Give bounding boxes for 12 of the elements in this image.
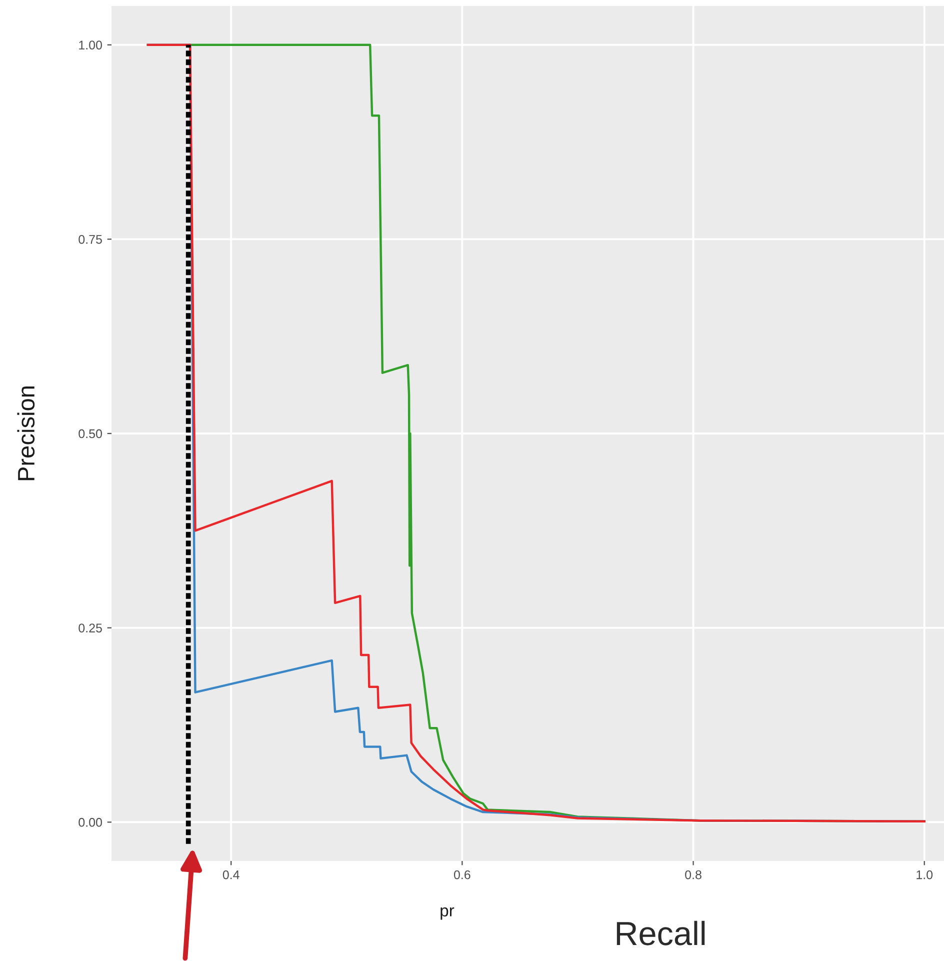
- y-tick-label: 1.00: [79, 40, 102, 50]
- x-tick-label: 0.4: [222, 870, 240, 880]
- x-tick-label: 1.0: [916, 870, 933, 880]
- y-tick-label: 0.50: [78, 429, 102, 438]
- y-tick-label: 0.25: [78, 624, 102, 632]
- x-tick-label: 0.8: [685, 870, 702, 880]
- y-tick-label: 0.00: [78, 818, 102, 827]
- y-tick-label: 0.75: [78, 234, 102, 244]
- x-axis-title: Recall: [616, 920, 705, 946]
- y-axis-title: Precision: [17, 386, 35, 480]
- text: pr: [440, 907, 454, 920]
- x-tick-label: 0.6: [454, 870, 470, 880]
